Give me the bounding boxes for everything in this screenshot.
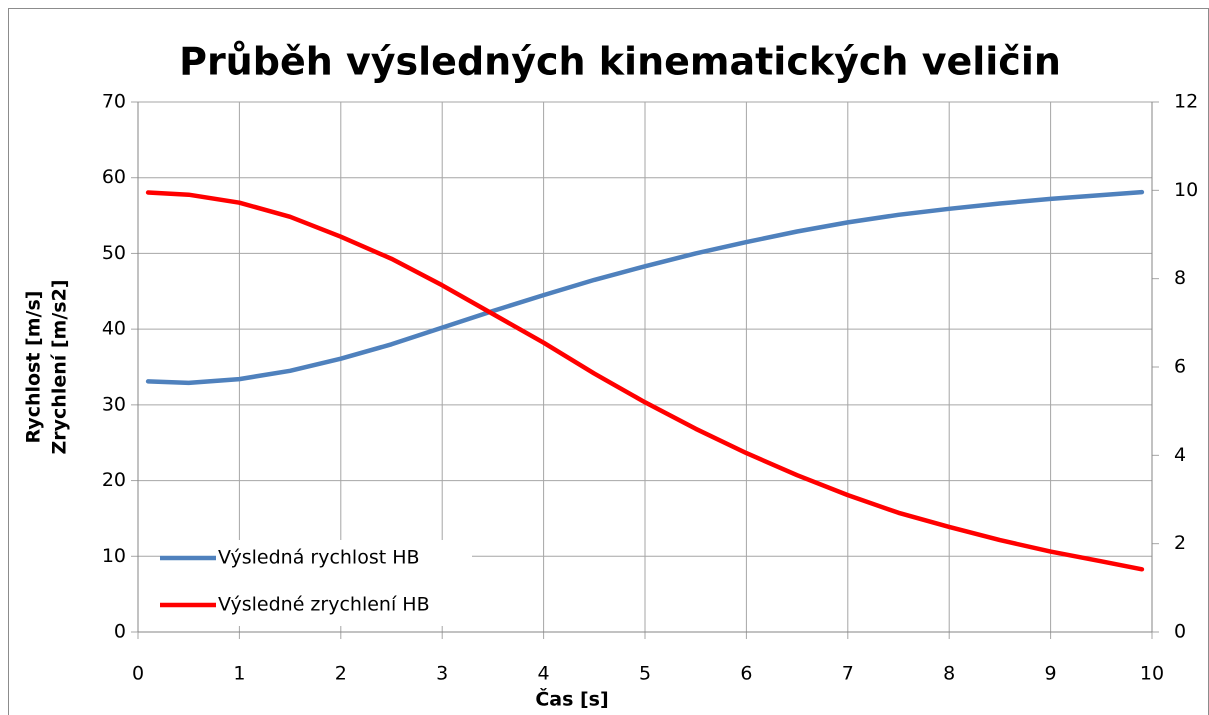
x-tick-label: 0 (132, 663, 144, 685)
data-line (145, 189, 1145, 386)
y-axis-label: Zrychlení [m/s2] (49, 279, 71, 454)
y2-tick-label: 12 (1174, 91, 1198, 113)
y-tick-label: 30 (102, 393, 126, 415)
y2-tick-label: 0 (1174, 621, 1186, 643)
x-tick-label: 8 (943, 663, 955, 685)
legend-label: Výsledné zrychlení HB (218, 594, 430, 616)
chart-title: Průběh výsledných kinematických veličin (179, 40, 1061, 84)
x-tick-label: 10 (1140, 663, 1164, 685)
y-tick-label: 20 (102, 469, 126, 491)
x-tick-label: 7 (842, 663, 854, 685)
y2-tick-label: 2 (1174, 532, 1186, 554)
legend-box (160, 540, 472, 626)
x-tick-label: 5 (639, 663, 651, 685)
y-axis-label: Rychlost [m/s] (23, 291, 45, 444)
x-tick-label: 1 (233, 663, 245, 685)
y-tick-label: 10 (102, 545, 126, 567)
legend-label: Výsledná rychlost HB (218, 547, 420, 569)
y-tick-label: 60 (102, 166, 126, 188)
x-tick-label: 4 (538, 663, 550, 685)
data-line (145, 190, 1145, 572)
y-tick-label: 50 (102, 242, 126, 264)
x-tick-label: 9 (1045, 663, 1057, 685)
x-axis-label: Čas [s] (535, 687, 608, 711)
y2-tick-label: 6 (1174, 356, 1186, 378)
y-tick-label: 0 (114, 621, 126, 643)
y2-tick-label: 8 (1174, 267, 1186, 289)
x-tick-label: 6 (740, 663, 752, 685)
y-tick-label: 70 (102, 91, 126, 113)
y-tick-label: 40 (102, 318, 126, 340)
x-tick-label: 2 (335, 663, 347, 685)
y2-tick-label: 4 (1174, 444, 1186, 466)
y2-tick-label: 10 (1174, 179, 1198, 201)
x-tick-label: 3 (436, 663, 448, 685)
